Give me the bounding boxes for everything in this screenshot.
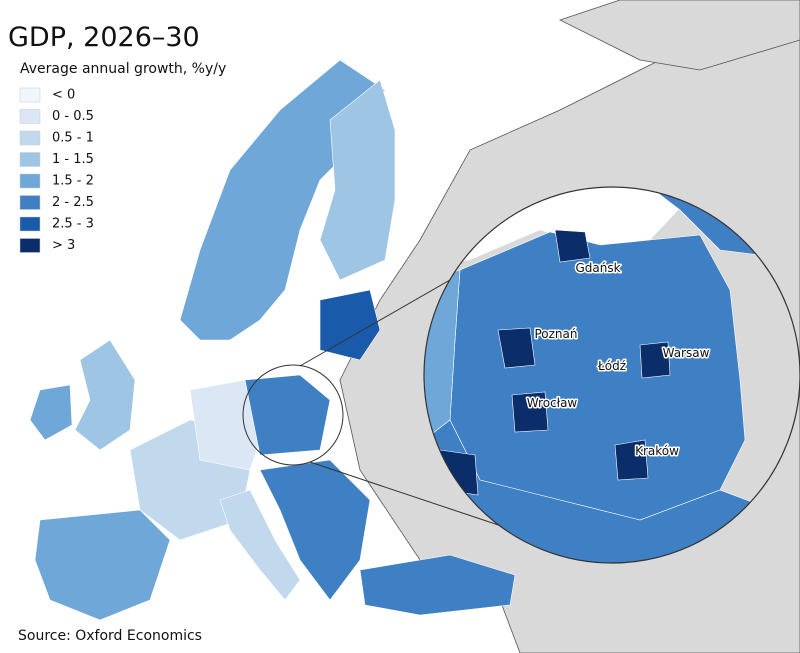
- ireland: [29, 384, 73, 441]
- legend-swatch: [19, 109, 41, 124]
- legend-swatch: [19, 87, 41, 103]
- legend-swatch: [19, 152, 41, 167]
- legend: < 0 0 - 0.5 0.5 - 1 1 - 1.5 1.5 - 2 2 - 2.5 2.…: [19, 87, 94, 253]
- finland: [319, 79, 396, 281]
- balkans: [259, 459, 371, 601]
- city-label: Poznań: [534, 327, 577, 341]
- legend-label: 0.5 - 1: [52, 131, 94, 146]
- legend-swatch: [19, 238, 41, 253]
- legend-swatch: [19, 216, 41, 232]
- central-europe: [244, 374, 331, 456]
- legend-swatch: [19, 173, 41, 189]
- city-label: Łódź: [597, 359, 626, 373]
- zoom-content: [424, 187, 800, 563]
- legend-label: 0 - 0.5: [52, 109, 94, 124]
- source: Source: Oxford Economics: [18, 628, 202, 644]
- poznan-region: [497, 327, 536, 369]
- zoom-source: [242, 364, 344, 466]
- city-label: Wrocław: [527, 396, 578, 410]
- legend-label: 2.5 - 3: [52, 217, 94, 232]
- legend-swatch: [19, 195, 41, 210]
- germany: [189, 379, 261, 471]
- city-label: Kraków: [635, 444, 679, 458]
- arctic-land: [558, 0, 800, 71]
- baltics: [319, 289, 381, 361]
- legend-label: 2 - 2.5: [52, 195, 94, 210]
- krakow-region: [614, 439, 649, 481]
- subtitle: Average annual growth, %y/y: [20, 61, 226, 77]
- legend-label: 1 - 1.5: [52, 152, 94, 167]
- base-map: [29, 0, 800, 653]
- city-label: Warsaw: [663, 346, 710, 360]
- zoom-border: [423, 186, 800, 564]
- city-label: Gdańsk: [575, 261, 620, 275]
- italy: [219, 489, 301, 601]
- iberia: [34, 509, 171, 621]
- legend-label: < 0: [52, 88, 75, 103]
- poland: [449, 231, 746, 521]
- wroclaw-region: [511, 391, 549, 433]
- czechia-slovakia: [424, 419, 800, 563]
- great-britain: [74, 339, 136, 451]
- title: GDP, 2026–30: [8, 22, 200, 53]
- turkey: [359, 554, 516, 616]
- warsaw-region: [639, 341, 671, 379]
- legend-label: 1.5 - 2: [52, 174, 94, 189]
- legend-swatch: [19, 130, 41, 146]
- gdansk-region: [554, 229, 591, 263]
- legend-label: > 3: [52, 238, 75, 253]
